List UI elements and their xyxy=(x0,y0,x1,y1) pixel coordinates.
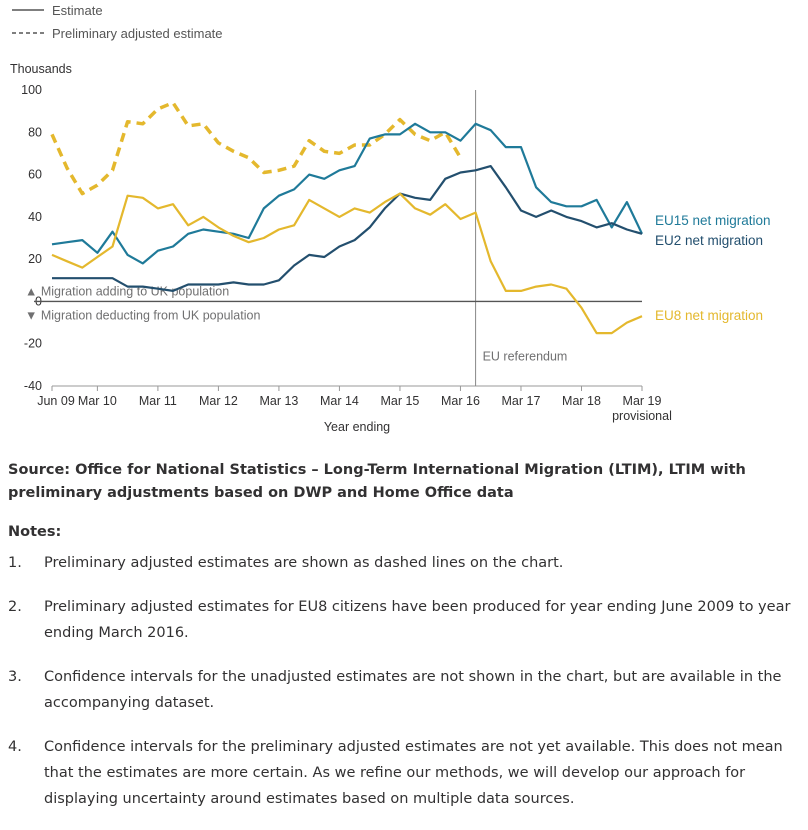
y-tick-label: 40 xyxy=(28,210,42,224)
x-tick-label: Mar 19 xyxy=(623,394,662,408)
note-number: 4. xyxy=(8,739,22,755)
line-chart: Estimate Preliminary adjusted estimate T… xyxy=(10,3,771,434)
note-number: 3. xyxy=(8,669,22,685)
y-tick-label: 60 xyxy=(28,168,42,182)
x-axis-title: Year ending xyxy=(324,420,390,434)
x-tick-label: Mar 14 xyxy=(320,394,359,408)
x-tick-label: Mar 12 xyxy=(199,394,238,408)
series-label: EU8 net migration xyxy=(655,308,763,323)
x-tick-label: Mar 17 xyxy=(502,394,541,408)
y-tick-label: -20 xyxy=(24,337,42,351)
series-line xyxy=(51,192,643,335)
y-tick-label: 100 xyxy=(21,83,42,97)
source-text: Source: Office for National Statistics –… xyxy=(8,462,746,501)
x-tick-label: Mar 15 xyxy=(380,394,419,408)
x-tick-label: Mar 18 xyxy=(562,394,601,408)
note-number: 1. xyxy=(8,555,22,571)
notes-list: 1. Preliminary adjusted estimates are sho… xyxy=(8,550,800,830)
legend-estimate-label: Estimate xyxy=(52,3,103,18)
note-item: 2. Preliminary adjusted estimates for EU8… xyxy=(8,594,800,646)
y-tick-label: 20 xyxy=(28,252,42,266)
x-tick-label: Mar 13 xyxy=(259,394,298,408)
note-item: 3. Confidence intervals for the unadjuste… xyxy=(8,664,800,716)
series-line xyxy=(52,165,643,292)
notes-title: Notes: xyxy=(8,524,62,540)
legend: Estimate Preliminary adjusted estimate xyxy=(12,3,223,41)
x-tick-label: Mar 16 xyxy=(441,394,480,408)
note-text: Confidence intervals for the preliminary… xyxy=(44,739,783,807)
y-tick-label: 80 xyxy=(28,125,42,139)
x-tick-sublabel: provisional xyxy=(612,409,672,423)
series-label: EU15 net migration xyxy=(655,213,771,228)
eu-referendum-label: EU referendum xyxy=(483,350,568,364)
y-tick-label: -40 xyxy=(24,379,42,393)
note-text: Confidence intervals for the unadjusted … xyxy=(44,669,782,711)
x-tick-label: Mar 10 xyxy=(78,394,117,408)
y-axis-title: Thousands xyxy=(10,62,72,76)
note-text: Preliminary adjusted estimates for EU8 c… xyxy=(44,599,791,641)
series-label: EU2 net migration xyxy=(655,233,763,248)
x-axis: Jun 09 Mar 10 Mar 11 Mar 12 Mar 13 Mar 14 Mar … xyxy=(37,386,672,423)
note-item: 1. Preliminary adjusted estimates are sho… xyxy=(8,550,800,576)
note-number: 2. xyxy=(8,599,22,615)
eu8-adjusted-line xyxy=(50,100,463,196)
x-tick-label: Mar 11 xyxy=(139,394,177,408)
series-line xyxy=(51,122,643,265)
series-labels: EU15 net migration EU2 net migration EU8 n… xyxy=(655,213,771,323)
x-tick-label: Jun 09 xyxy=(37,394,75,408)
note-item: 4. Confidence intervals for the prelimina… xyxy=(8,734,800,812)
legend-adjusted-label: Preliminary adjusted estimate xyxy=(52,26,223,41)
note-text: Preliminary adjusted estimates are shown… xyxy=(44,555,564,571)
series-layer xyxy=(50,100,643,335)
annotation-deducting: ▼ Migration deducting from UK population xyxy=(25,308,260,322)
